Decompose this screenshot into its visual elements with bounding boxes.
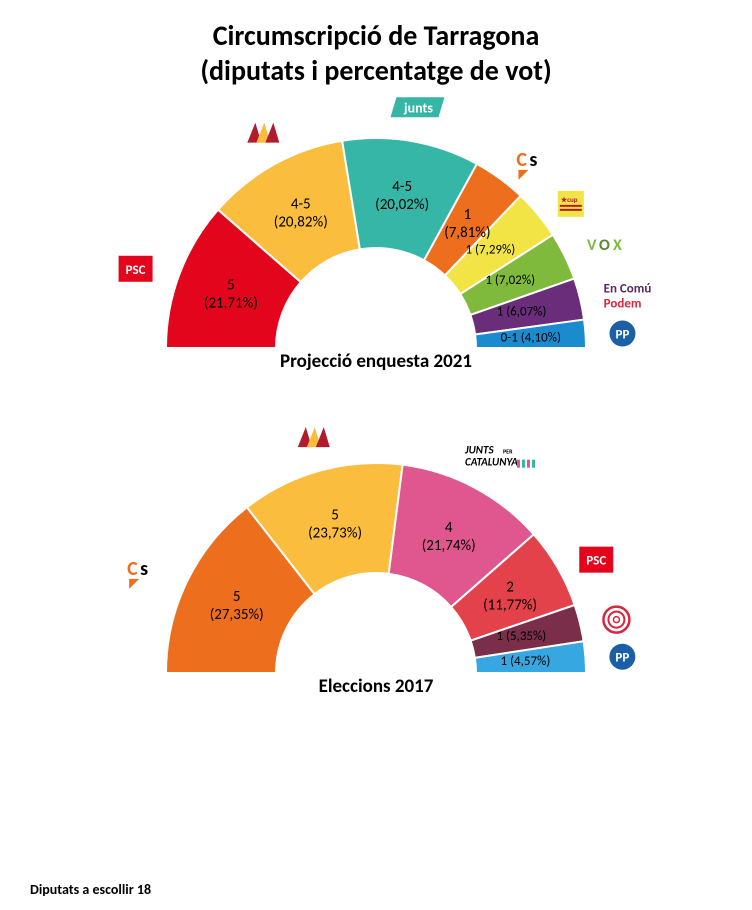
svg-text:PP: PP bbox=[616, 328, 630, 343]
cup-logo-icon: ★cup bbox=[558, 191, 584, 217]
seg-label-top: 5 bbox=[331, 507, 339, 525]
encomu-logo-icon: En Comú Podem bbox=[604, 282, 652, 312]
svg-text:Podem: Podem bbox=[604, 297, 642, 312]
title-line1: Circumscripció de Tarragona bbox=[213, 18, 540, 53]
seg-label-line: 1 (7,02%) bbox=[485, 273, 535, 288]
svg-text:s: s bbox=[140, 557, 148, 581]
seg-label-bot: (21,71%) bbox=[204, 294, 258, 312]
chart-caption: Eleccions 2017 bbox=[0, 675, 752, 698]
svg-text:C: C bbox=[516, 148, 527, 172]
svg-text:PER: PER bbox=[503, 448, 513, 456]
chart-0: 5(21,71%)4-5(20,82%)4-5(20,02%)1(7,81%)1… bbox=[0, 88, 752, 373]
seg-label-top: 4-5 bbox=[291, 195, 311, 213]
vox-logo-icon: V O X bbox=[587, 236, 622, 255]
svg-text:PSC: PSC bbox=[586, 554, 606, 569]
svg-text:X: X bbox=[613, 236, 622, 255]
svg-text:CATALUNYA: CATALUNYA bbox=[465, 456, 518, 469]
svg-text:★cup: ★cup bbox=[561, 195, 578, 204]
seg-label-top: 5 bbox=[233, 588, 241, 606]
seg-label-bot: (27,35%) bbox=[210, 606, 264, 624]
psc-logo-icon: PSC bbox=[579, 547, 613, 573]
pp-logo-icon: PP bbox=[609, 644, 635, 670]
seg-label-line: 1 (6,07%) bbox=[497, 305, 547, 320]
seg-label-top: 4-5 bbox=[392, 178, 412, 196]
chart-caption: Projecció enquesta 2021 bbox=[0, 350, 752, 373]
seg-label-line: 1 (7,29%) bbox=[466, 242, 516, 257]
seg-label-bot: (7,81%) bbox=[444, 224, 490, 242]
psc-logo-icon: PSC bbox=[119, 256, 153, 282]
chart-title: Circumscripció de Tarragona (diputats i … bbox=[0, 0, 752, 88]
pp-logo-icon: PP bbox=[609, 321, 635, 347]
svg-text:PSC: PSC bbox=[126, 263, 146, 278]
seg-label-bot: (11,77%) bbox=[483, 596, 537, 614]
seg-label-top: 2 bbox=[506, 578, 514, 596]
seg-label-line: 1 (4,57%) bbox=[501, 654, 551, 669]
chart-container: Circumscripció de Tarragona (diputats i … bbox=[0, 0, 752, 910]
seg-label-bot: (23,73%) bbox=[308, 525, 362, 543]
svg-text:PP: PP bbox=[615, 651, 629, 666]
seg-label-line: 0-1 (4,10%) bbox=[501, 330, 561, 345]
seg-label-line: 1 (5,35%) bbox=[497, 629, 547, 644]
svg-text:En Comú: En Comú bbox=[604, 282, 652, 297]
svg-text:s: s bbox=[529, 148, 537, 172]
seg-label-bot: (21,74%) bbox=[422, 537, 476, 555]
junts-logo-icon: junts bbox=[390, 97, 444, 117]
seg-label-bot: (20,02%) bbox=[375, 196, 429, 214]
seg-label-top: 4 bbox=[445, 519, 453, 537]
chart-1: 5(27,35%)5(23,73%)4(21,74%)2(11,77%)1 (5… bbox=[0, 413, 752, 698]
svg-text:O: O bbox=[599, 236, 610, 255]
cs-logo-icon: C s bbox=[516, 148, 537, 180]
erc-logo-icon bbox=[298, 427, 330, 447]
catcomu-logo-icon bbox=[603, 607, 629, 633]
svg-text:C: C bbox=[127, 557, 138, 581]
jxcat-logo-icon: JUNTS PER CATALUNYA bbox=[464, 444, 535, 469]
footer-text: Diputats a escollir 18 bbox=[30, 881, 151, 898]
title-line2: (diputats i percentatge de vot) bbox=[200, 53, 551, 88]
cs-logo-icon: C s bbox=[127, 557, 148, 589]
seg-label-top: 5 bbox=[227, 276, 235, 294]
seg-label-top: 1 bbox=[464, 206, 472, 224]
erc-logo-icon bbox=[247, 123, 279, 143]
svg-text:V: V bbox=[587, 236, 597, 255]
charts-area: 5(21,71%)4-5(20,82%)4-5(20,02%)1(7,81%)1… bbox=[0, 88, 752, 698]
seg-label-bot: (20,82%) bbox=[274, 213, 328, 231]
svg-text:junts: junts bbox=[403, 99, 433, 116]
